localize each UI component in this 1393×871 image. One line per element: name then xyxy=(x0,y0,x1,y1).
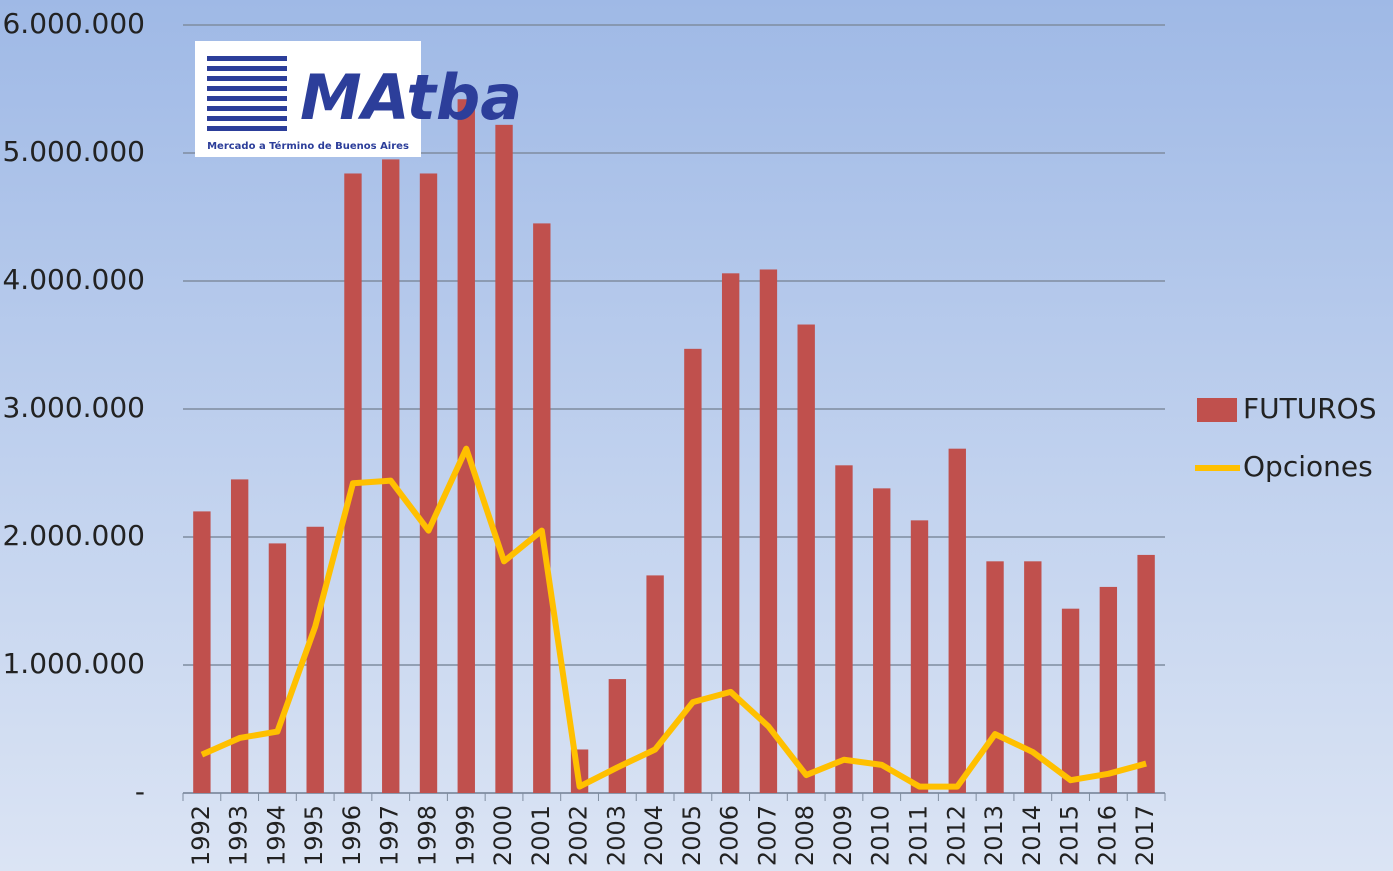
bar xyxy=(910,520,929,793)
y-tick-label: 4.000.000 xyxy=(2,263,145,296)
legend-label: Opciones xyxy=(1243,450,1373,483)
bar xyxy=(268,543,287,793)
bar xyxy=(382,159,400,793)
x-tick-label: 1993 xyxy=(225,805,253,866)
x-tick-label: 2004 xyxy=(640,805,668,866)
x-tick-label: 2006 xyxy=(716,805,744,866)
logo-title: MAtba xyxy=(300,61,522,134)
x-tick-label: 2015 xyxy=(1056,805,1084,866)
bar xyxy=(797,324,815,793)
y-tick-label: 1.000.000 xyxy=(2,647,145,680)
y-tick-label: 6.000.000 xyxy=(2,7,145,40)
x-tick-label: 2000 xyxy=(489,805,517,866)
bar xyxy=(986,561,1004,793)
x-tick-label: 2005 xyxy=(678,805,706,866)
legend-label: FUTUROS xyxy=(1243,392,1376,425)
legend-swatch xyxy=(1197,398,1237,422)
x-tick-label: 2007 xyxy=(753,805,781,866)
x-tick-label: 1998 xyxy=(414,805,442,866)
bar xyxy=(948,448,966,793)
x-tick-label: 2010 xyxy=(867,805,895,866)
x-tick-label: 2009 xyxy=(829,805,857,866)
x-tick-label: 1994 xyxy=(262,805,290,866)
x-tick-label: 1992 xyxy=(187,805,215,866)
y-tick-label: 2.000.000 xyxy=(2,519,145,552)
bar xyxy=(1137,554,1155,793)
bar xyxy=(193,511,211,793)
y-tick-label: 3.000.000 xyxy=(2,391,145,424)
bar xyxy=(608,679,627,793)
bar xyxy=(1099,586,1118,793)
y-tick-label: - xyxy=(135,775,145,808)
bar xyxy=(533,223,551,793)
logo-stripes xyxy=(207,56,287,131)
x-tick-label: 1996 xyxy=(338,805,366,866)
x-tick-label: 1995 xyxy=(300,805,328,866)
x-tick-label: 2001 xyxy=(527,805,555,866)
bar xyxy=(873,488,891,793)
bar xyxy=(684,348,702,793)
x-tick-label: 2011 xyxy=(905,805,933,866)
x-tick-label: 2016 xyxy=(1093,805,1121,866)
x-tick-label: 2014 xyxy=(1018,805,1046,866)
bar xyxy=(721,273,740,793)
x-tick-label: 2017 xyxy=(1131,805,1159,866)
bar xyxy=(1024,561,1042,793)
line xyxy=(200,445,1147,790)
bar xyxy=(306,526,324,793)
bar xyxy=(835,465,853,793)
bar xyxy=(230,479,249,793)
x-tick-label: 1999 xyxy=(451,805,479,866)
x-tick-label: 2013 xyxy=(980,805,1008,866)
bar xyxy=(646,575,664,793)
x-tick-label: 2002 xyxy=(565,805,593,866)
x-tick-label: 2008 xyxy=(791,805,819,866)
y-tick-label: 5.000.000 xyxy=(2,135,145,168)
bar xyxy=(1061,608,1080,793)
bar xyxy=(419,173,438,794)
bar xyxy=(495,124,513,794)
x-tick-label: 2012 xyxy=(942,805,970,866)
logo-subtitle: Mercado a Término de Buenos Aires xyxy=(207,140,409,152)
x-tick-label: 1997 xyxy=(376,805,404,866)
x-tick-label: 2003 xyxy=(602,805,630,866)
bar xyxy=(759,269,778,794)
